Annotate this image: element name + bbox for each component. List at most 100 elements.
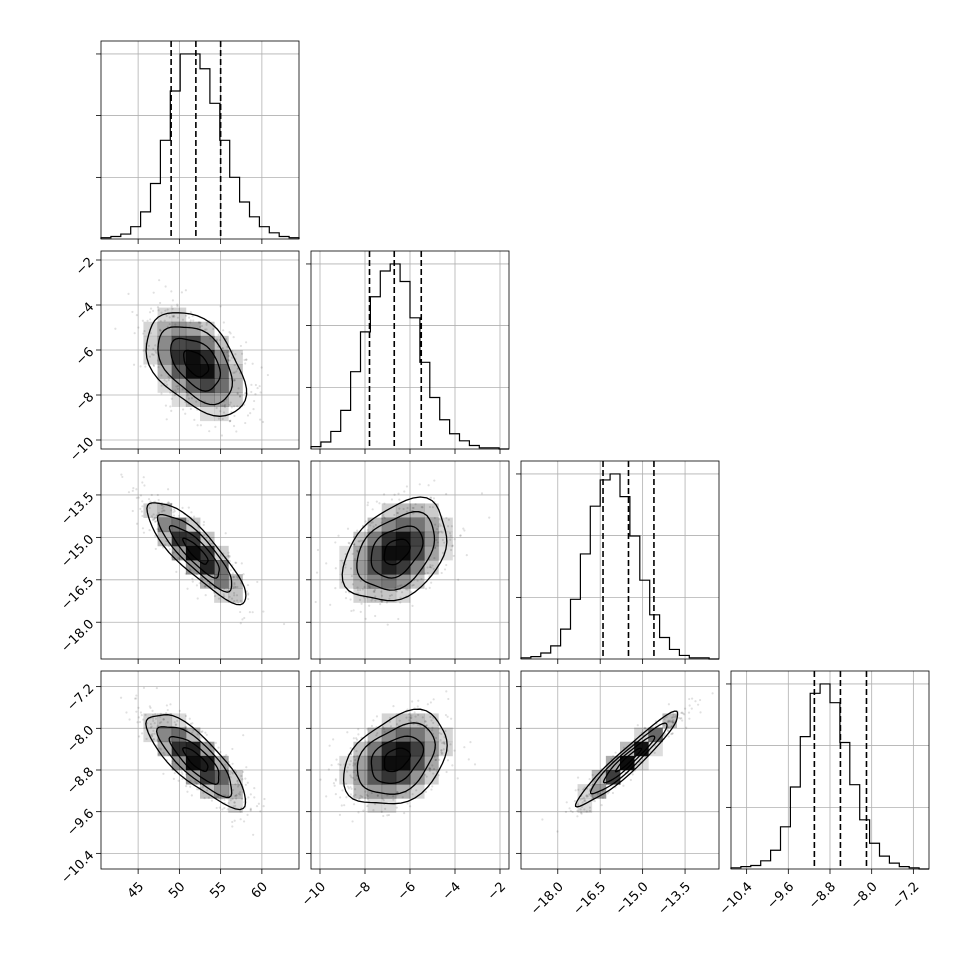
scatter-point: [137, 496, 140, 499]
scatter-point: [161, 507, 164, 510]
scatter-point: [168, 322, 171, 326]
scatter-point: [463, 746, 466, 749]
scatter-point: [451, 764, 454, 767]
scatter-point: [392, 795, 395, 798]
scatter-point: [233, 371, 236, 374]
scatter-point: [169, 405, 172, 408]
density-cell: [438, 741, 453, 757]
density-cell: [410, 517, 425, 533]
contour-line-2: [157, 326, 234, 406]
scatter-point: [208, 584, 212, 587]
scatter-point: [233, 819, 236, 822]
scatter-point: [160, 510, 164, 513]
scatter-point: [176, 305, 179, 308]
scatter-point: [424, 773, 427, 776]
scatter-point: [459, 534, 462, 537]
scatter-point: [428, 586, 431, 589]
scatter-point: [671, 732, 674, 735]
scatter-point: [667, 720, 670, 723]
scatter-point: [173, 721, 176, 724]
scatter-point: [465, 554, 468, 557]
scatter-point: [358, 797, 362, 800]
scatter-point: [663, 733, 666, 737]
scatter-point: [172, 508, 176, 511]
scatter-point: [347, 787, 350, 790]
scatter-point: [222, 321, 225, 324]
scatter-point: [438, 758, 441, 761]
scatter-point: [405, 485, 409, 488]
scatter-point: [244, 362, 247, 365]
scatter-point: [195, 573, 199, 576]
scatter-point: [168, 376, 171, 379]
scatter-point: [340, 559, 343, 562]
scatter-point: [430, 566, 433, 569]
scatter-point: [429, 564, 432, 567]
scatter-point: [364, 520, 367, 523]
scatter-point: [165, 380, 168, 383]
scatter-point: [244, 777, 247, 780]
scatter-point: [164, 404, 168, 407]
scatter-point: [666, 729, 669, 732]
scatter-point: [380, 810, 383, 813]
scatter-point: [239, 344, 243, 348]
scatter-point: [135, 496, 138, 499]
scatter-point: [159, 712, 162, 715]
scatter-point: [347, 541, 350, 544]
scatter-point: [141, 732, 144, 735]
scatter-point: [352, 771, 355, 774]
contour-line-1: [170, 337, 222, 392]
scatter-point: [425, 775, 428, 778]
scatter-point: [365, 793, 368, 796]
scatter-point: [421, 716, 424, 719]
scatter-point: [173, 551, 176, 554]
scatter-point: [217, 597, 221, 600]
scatter-point: [356, 549, 359, 552]
scatter-point: [176, 387, 179, 390]
scatter-point: [229, 770, 232, 773]
scatter-point: [228, 595, 231, 598]
scatter-point: [158, 721, 161, 725]
scatter-point: [231, 825, 234, 828]
scatter-point: [382, 814, 385, 818]
scatter-point: [583, 799, 586, 802]
scatter-point: [250, 383, 253, 386]
scatter-point: [381, 600, 384, 603]
scatter-point: [205, 789, 209, 792]
scatter-point: [170, 502, 173, 505]
scatter-point: [234, 353, 237, 356]
scatter-point: [688, 717, 691, 720]
scatter-point: [445, 492, 448, 496]
scatter-point: [579, 798, 582, 801]
scatter-point: [244, 783, 247, 786]
scatter-point: [229, 776, 232, 779]
scatter-point: [411, 506, 414, 510]
scatter-point: [319, 778, 322, 781]
scatter-point: [151, 734, 154, 737]
scatter-point: [671, 721, 674, 724]
scatter-point: [238, 395, 242, 398]
density-cell: [648, 727, 663, 743]
scatter-point: [254, 383, 257, 387]
scatter-point: [131, 509, 134, 513]
scatter-point: [353, 543, 356, 546]
scatter-point: [232, 788, 235, 792]
scatter-point: [411, 604, 414, 607]
scatter-point: [355, 738, 359, 741]
scatter-point: [350, 574, 354, 578]
scatter-point: [181, 408, 185, 411]
scatter-point: [199, 325, 202, 329]
scatter-point: [344, 566, 347, 569]
scatter-point: [433, 546, 437, 550]
scatter-point: [167, 501, 171, 504]
scatter-point: [352, 776, 355, 780]
scatter-point: [375, 500, 378, 503]
scatter-point: [151, 353, 154, 356]
scatter-point: [374, 588, 377, 591]
density-cell: [410, 741, 425, 757]
density-cell: [367, 545, 383, 561]
scatter-point: [150, 515, 154, 518]
scatter-point: [462, 527, 465, 530]
scatter-point: [191, 731, 194, 734]
scatter-point: [169, 391, 172, 394]
histogram-panel-2: [516, 460, 720, 664]
